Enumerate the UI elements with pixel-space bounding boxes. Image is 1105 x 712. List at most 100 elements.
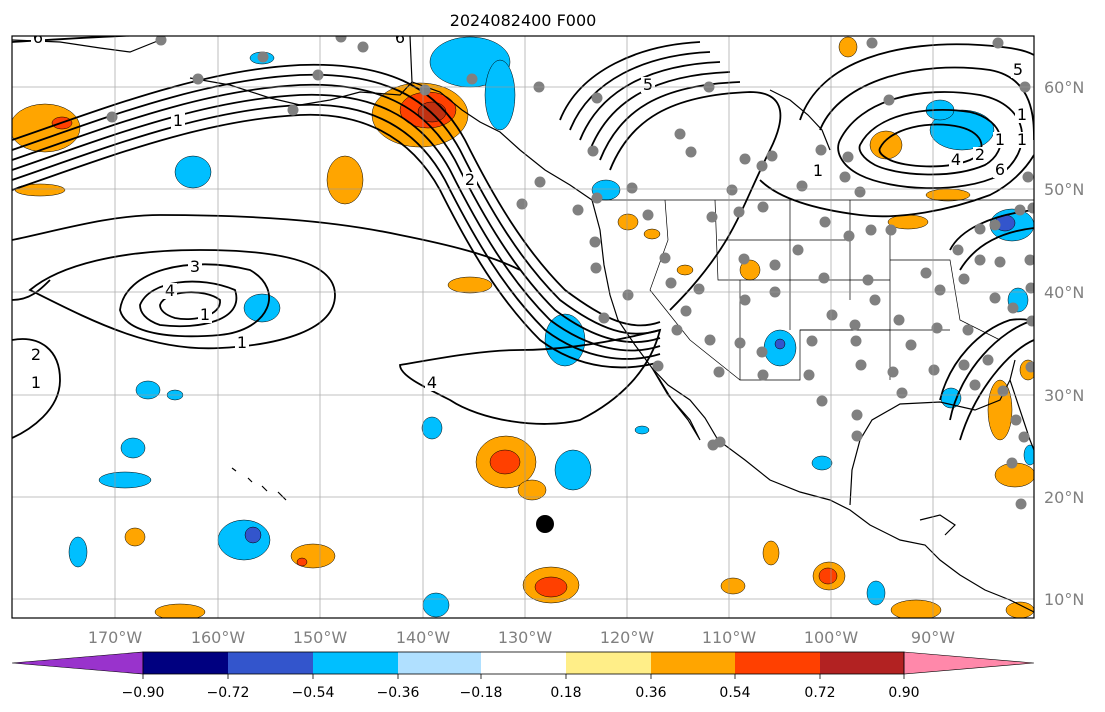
station-marker — [905, 339, 917, 351]
contour-label-bg — [31, 36, 45, 46]
anomaly-region — [534, 576, 568, 598]
figure-title: 2024082400 F000 — [450, 11, 597, 30]
contour-line — [569, 51, 711, 131]
contour-label-bg — [1015, 132, 1029, 148]
contour-label: 1 — [200, 305, 210, 324]
lat-tick-label: 60°N — [1044, 78, 1084, 97]
station-marker — [796, 180, 808, 192]
contour-label-bg — [188, 259, 202, 275]
contour-label-bg — [993, 132, 1007, 148]
contour-line — [858, 109, 1002, 176]
anomaly-fills — [12, 36, 1034, 618]
lat-tick-label: 10°N — [1044, 590, 1084, 609]
lon-tick-label: 110°W — [702, 628, 757, 647]
anomaly-region — [243, 293, 281, 323]
contour-label: 2 — [465, 170, 475, 189]
station-marker — [714, 436, 726, 448]
lon-tick-label: 130°W — [498, 628, 553, 647]
station-marker — [756, 160, 768, 172]
contour-label: 4 — [951, 150, 961, 169]
latitude-labels: 60°N 50°N 40°N 30°N 20°N 10°N — [1044, 78, 1084, 609]
contour-label: 1 — [995, 130, 1005, 149]
anomaly-region — [554, 449, 592, 491]
contour-label-bg — [163, 283, 177, 299]
hudson-bay-region — [769, 89, 831, 151]
station-marker — [792, 244, 804, 256]
contour-label: 6 — [395, 28, 405, 47]
station-marker — [155, 36, 167, 46]
colorbar-segment — [735, 652, 820, 674]
station-marker — [1025, 282, 1034, 294]
station-marker — [885, 224, 897, 236]
anomaly-region — [326, 155, 364, 205]
colorbar-segment — [313, 652, 398, 674]
station-marker — [757, 369, 769, 381]
station-marker — [974, 223, 986, 235]
station-marker — [591, 92, 603, 104]
longitude-labels: 170°W 160°W 150°W 140°W 130°W 120°W 110°W 100°W… — [88, 628, 955, 647]
station-marker — [843, 230, 855, 242]
contour-label: 3 — [190, 257, 200, 276]
lon-tick-label: 140°W — [396, 628, 451, 647]
station-marker — [969, 379, 981, 391]
station-marker — [816, 395, 828, 407]
station-marker — [1018, 431, 1030, 443]
contour-line — [12, 93, 661, 352]
station-marker — [992, 37, 1004, 49]
colorbar-tick-label: −0.18 — [460, 685, 503, 701]
contour-label-bg — [641, 77, 655, 93]
anomaly-region — [634, 425, 650, 435]
station-marker — [803, 369, 815, 381]
state-borders — [600, 199, 1034, 381]
station-marker — [738, 253, 750, 265]
station-markers — [106, 36, 1034, 510]
anomaly-region — [838, 36, 858, 58]
storm-marker — [536, 515, 554, 533]
anomaly-region — [98, 471, 152, 489]
anomaly-region — [290, 543, 336, 569]
station-marker — [739, 153, 751, 165]
anomaly-region — [154, 603, 206, 618]
station-marker — [106, 111, 118, 123]
anomaly-region — [774, 338, 786, 350]
station-marker — [706, 211, 718, 223]
station-marker — [854, 186, 866, 198]
baja-california — [651, 367, 701, 441]
contour-label-bg — [171, 113, 185, 129]
station-marker — [733, 206, 745, 218]
colorbar-tick-label: 0.36 — [635, 685, 666, 701]
contour-line — [759, 154, 1034, 218]
station-marker — [982, 354, 994, 366]
station-marker — [671, 324, 683, 336]
anomaly-region — [1005, 601, 1034, 618]
colorbar-segment — [651, 652, 735, 674]
contour-label: 1 — [31, 373, 41, 392]
station-marker — [883, 94, 895, 106]
contour-label: 2 — [31, 345, 41, 364]
station-marker — [994, 256, 1006, 268]
station-marker — [674, 128, 686, 140]
yucatan — [919, 514, 956, 536]
anomaly-region — [869, 130, 903, 160]
anomaly-region — [676, 264, 694, 276]
colorbar-segment — [820, 652, 904, 674]
station-marker — [756, 346, 768, 358]
station-marker — [1027, 202, 1034, 214]
contour-label-bg — [1015, 107, 1029, 123]
station-marker — [826, 309, 838, 321]
station-marker — [734, 337, 746, 349]
station-marker — [739, 294, 751, 306]
lat-tick-label: 50°N — [1044, 180, 1084, 199]
contour-label-bg — [235, 335, 249, 351]
station-marker — [849, 319, 861, 331]
lat-tick-label: 40°N — [1044, 283, 1084, 302]
contour-line — [12, 63, 661, 327]
contour-label-bg — [425, 375, 439, 391]
station-marker — [534, 176, 546, 188]
contour-line — [589, 71, 731, 151]
contour-label-bg — [811, 163, 825, 179]
station-marker — [893, 314, 905, 326]
contour-label: 1 — [237, 333, 247, 352]
contour-label-bg — [393, 36, 407, 46]
